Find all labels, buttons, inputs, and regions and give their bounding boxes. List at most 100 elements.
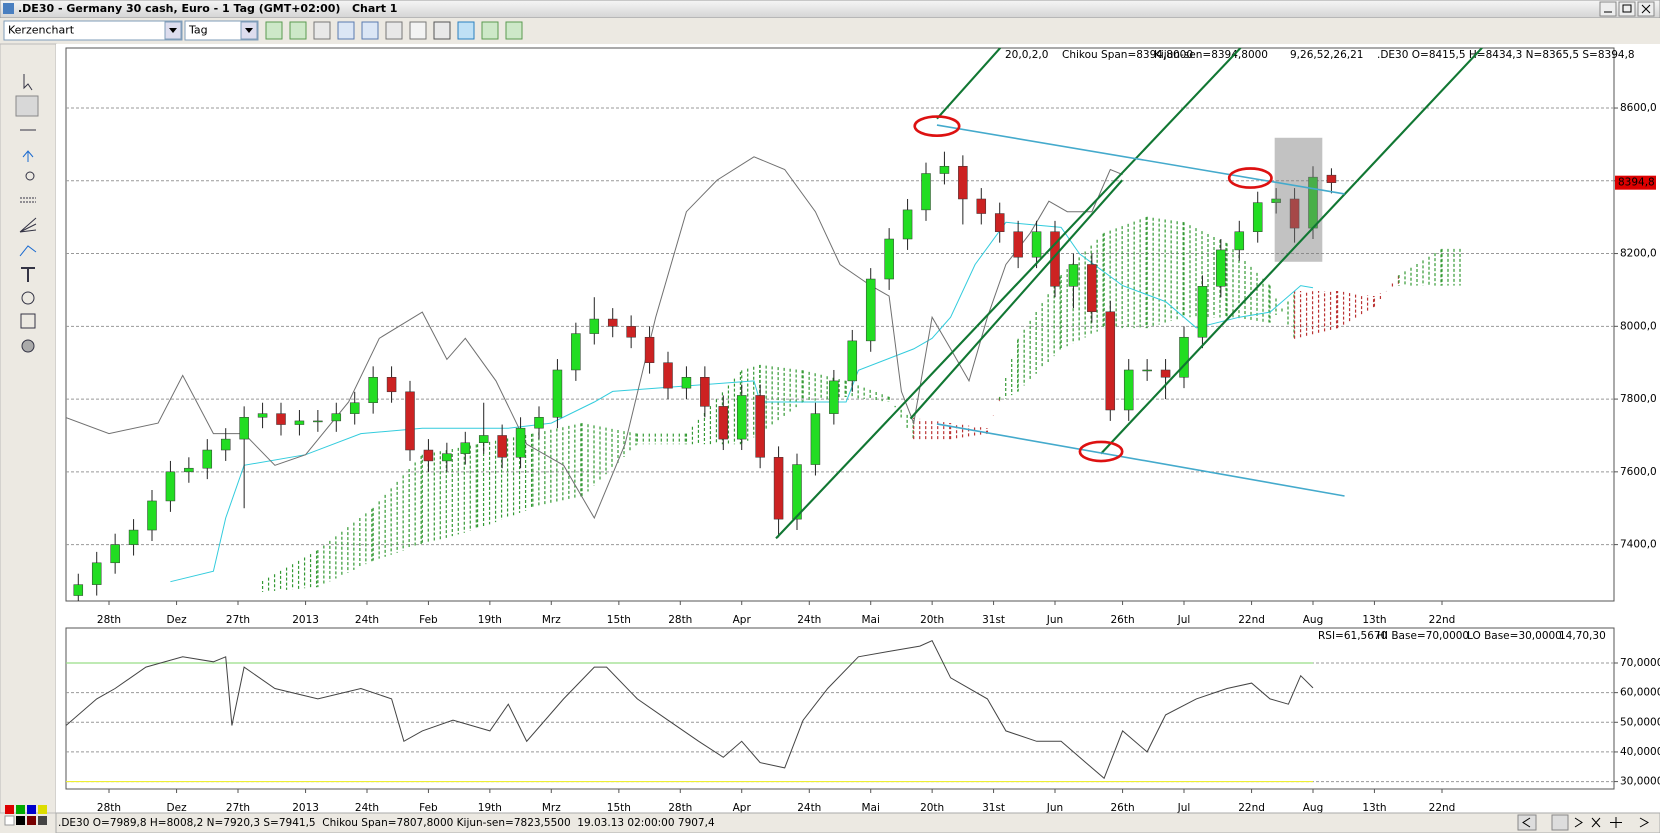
minimize-button[interactable] <box>1599 1 1617 17</box>
candle-body <box>128 529 139 545</box>
y-tick-label: 7600,0 <box>1620 466 1657 478</box>
calc-tool[interactable] <box>20 313 36 329</box>
chart-type-dropdown[interactable] <box>3 20 183 41</box>
tool-icon[interactable] <box>433 21 451 40</box>
cloud-hatch <box>581 423 637 498</box>
x-tick-label: Jun <box>1046 802 1063 814</box>
candle-body <box>497 435 507 458</box>
x-tick-label: 26th <box>1111 614 1135 626</box>
nav-icons[interactable] <box>1574 817 1622 828</box>
restore-button[interactable] <box>1618 1 1636 17</box>
scroll-thumb[interactable] <box>1551 814 1569 831</box>
y-tick-label: 8600,0 <box>1620 102 1657 114</box>
candle-body <box>1031 231 1042 258</box>
tool-icon[interactable] <box>313 21 331 40</box>
candle-body <box>478 435 489 443</box>
tool-icon[interactable] <box>337 21 355 40</box>
scroll-right[interactable] <box>1639 817 1650 828</box>
x-tick-label: Feb <box>419 614 438 626</box>
price-panel <box>65 47 1615 602</box>
x-tick-label: 22nd <box>1429 614 1456 626</box>
candle-body <box>165 471 176 502</box>
x-tick-label: 28th <box>668 614 692 626</box>
cloud-hatch <box>532 423 582 508</box>
candle-body <box>939 165 950 174</box>
candle-body <box>405 391 415 451</box>
candle-body <box>331 413 342 422</box>
x-tick-label: 24th <box>797 802 821 814</box>
swatch[interactable] <box>4 815 15 826</box>
indicator-label: 20,0,2,0 <box>1005 49 1048 61</box>
candle-body <box>847 340 858 382</box>
candle-body <box>921 173 931 211</box>
period-dropdown[interactable] <box>184 20 259 41</box>
candle-body <box>110 544 120 564</box>
x-tick-label: Jun <box>1046 614 1063 626</box>
text-tool[interactable] <box>21 267 35 282</box>
tool-icon[interactable] <box>361 21 379 40</box>
swatch[interactable] <box>27 805 36 814</box>
tool-icon[interactable] <box>409 21 427 40</box>
candle-body <box>736 395 747 440</box>
y-tick-label: 50,0000 <box>1620 716 1660 728</box>
plot-area <box>66 640 1614 783</box>
tool-icon[interactable] <box>385 21 403 40</box>
status-bar <box>55 812 1660 833</box>
x-tick-label: Mrz <box>542 802 561 814</box>
highlight-ellipse <box>1227 167 1273 189</box>
cloud-hatch <box>261 550 318 592</box>
cloud-hatch <box>317 508 373 588</box>
trend-line <box>936 48 1002 120</box>
globe-tool[interactable] <box>21 339 35 353</box>
fan-tool[interactable] <box>19 217 37 233</box>
cloud-hatch <box>1226 243 1270 323</box>
tool-icon[interactable] <box>505 21 523 40</box>
tool-icon[interactable] <box>457 21 475 40</box>
tool-icon[interactable] <box>481 21 499 40</box>
pointer-tool[interactable] <box>23 74 33 91</box>
zoom-tool[interactable] <box>25 171 35 181</box>
swatch[interactable] <box>16 816 25 825</box>
swatch[interactable] <box>38 816 47 825</box>
annotations <box>775 48 1483 540</box>
data-layer: 7400,07600,07800,08000,08200,08400,08600… <box>66 49 1660 814</box>
candle-body <box>1234 231 1245 251</box>
window-buttons <box>1599 1 1655 17</box>
tool-icon[interactable] <box>265 21 283 40</box>
scroll-left[interactable] <box>1517 814 1537 831</box>
tool-icon[interactable] <box>289 21 307 40</box>
candle-body <box>1013 231 1023 258</box>
hand-tool[interactable] <box>15 95 39 117</box>
arrow-tool[interactable] <box>22 150 34 162</box>
window-title: .DE30 - Germany 30 cash, Euro - 1 Tag (G… <box>18 2 397 15</box>
swatch[interactable] <box>27 816 36 825</box>
indicator-label: LO Base=30,0000 <box>1467 630 1562 642</box>
swatch[interactable] <box>5 805 14 814</box>
x-tick-label: Jul <box>1177 614 1191 626</box>
candle-body <box>829 380 839 414</box>
candle-body <box>184 467 194 473</box>
cloud-hatch <box>421 444 477 545</box>
candle-body <box>884 238 894 280</box>
candle-body <box>681 377 692 389</box>
cloud-hatch <box>1293 291 1338 339</box>
swatch[interactable] <box>16 805 25 814</box>
x-tick-label: 22nd <box>1429 802 1456 814</box>
channel-tool[interactable] <box>19 245 37 257</box>
y-tick-label: 60,0000 <box>1620 687 1660 699</box>
x-tick-label: Feb <box>419 802 438 814</box>
swatch[interactable] <box>38 805 47 814</box>
x-tick-label: Apr <box>733 614 752 626</box>
cycle-tool[interactable] <box>21 291 35 305</box>
x-tick-label: 22nd <box>1238 802 1265 814</box>
x-tick-label: Mrz <box>542 614 561 626</box>
x-tick-label: 28th <box>97 802 121 814</box>
candle-body <box>902 209 913 240</box>
candle-body <box>515 427 526 458</box>
hline-tool[interactable] <box>20 197 36 203</box>
y-tick-label: 8200,0 <box>1620 248 1657 260</box>
candle-body <box>313 420 323 423</box>
trend-line <box>1100 48 1483 455</box>
candle-body <box>607 318 618 327</box>
